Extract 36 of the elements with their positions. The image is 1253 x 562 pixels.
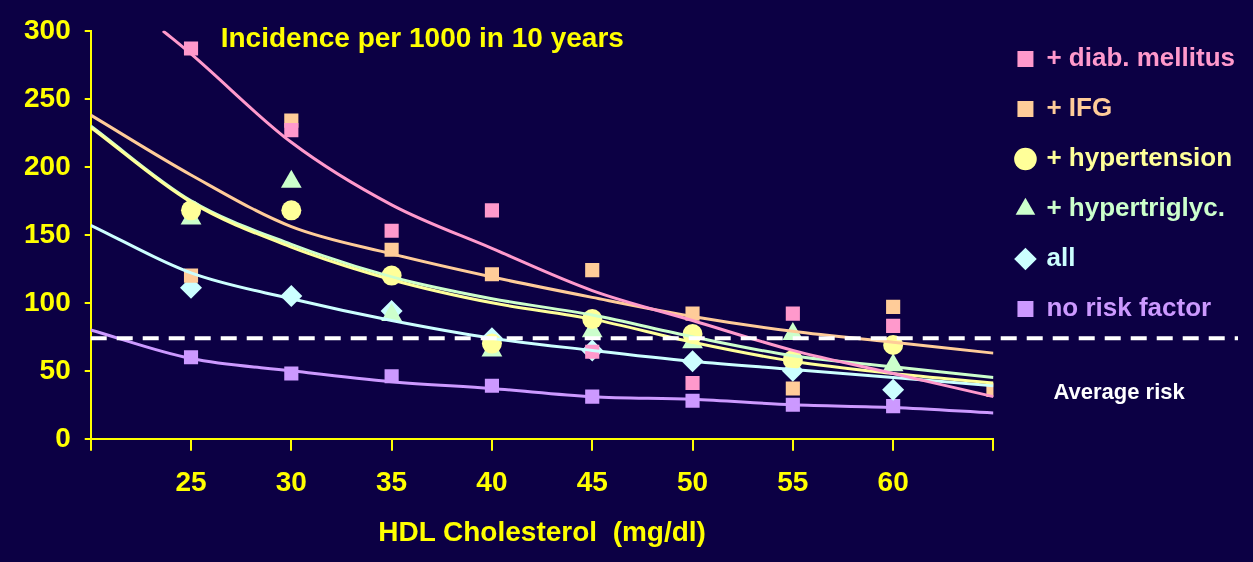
chart-title: Incidence per 1000 in 10 years	[220, 21, 624, 53]
legend-label: all	[1046, 242, 1076, 273]
legend-label: no risk factor	[1046, 292, 1212, 323]
x-tick-label: 40	[476, 466, 508, 498]
x-tick-label: 30	[275, 466, 307, 498]
x-tick-label: 25	[175, 466, 207, 498]
legend-label: + hypertension	[1046, 142, 1233, 173]
point	[886, 299, 901, 314]
point	[886, 318, 901, 333]
legend-label: + IFG	[1046, 92, 1113, 123]
point	[882, 378, 905, 401]
y-tick-label: 150	[24, 217, 71, 249]
x-tick-label: 55	[777, 466, 809, 498]
legend-label: + diab. mellitus	[1046, 42, 1236, 73]
line-series	[90, 328, 994, 415]
x-tick-label: 35	[376, 466, 408, 498]
legend-label: + hypertriglyc.	[1046, 192, 1225, 223]
y-tick-label: 200	[24, 149, 71, 181]
x-tick-label: 60	[877, 466, 909, 498]
point	[484, 203, 499, 218]
y-tick-label: 250	[24, 81, 71, 113]
x-tick-label: 45	[576, 466, 608, 498]
y-tick-label: 300	[24, 13, 71, 45]
point	[585, 263, 600, 278]
point	[281, 200, 302, 221]
x-axis-title: HDL Cholesterol (mg/dl)	[378, 515, 706, 547]
point	[284, 123, 299, 138]
point	[685, 375, 700, 391]
y-tick-label: 50	[39, 353, 71, 385]
point	[785, 306, 800, 321]
point	[785, 381, 800, 396]
y-tick-label: 0	[55, 421, 71, 453]
x-tick-label: 50	[676, 466, 709, 498]
point	[384, 223, 399, 238]
y-tick-label: 100	[24, 285, 71, 317]
ref-line-label: Average risk	[1053, 379, 1186, 405]
